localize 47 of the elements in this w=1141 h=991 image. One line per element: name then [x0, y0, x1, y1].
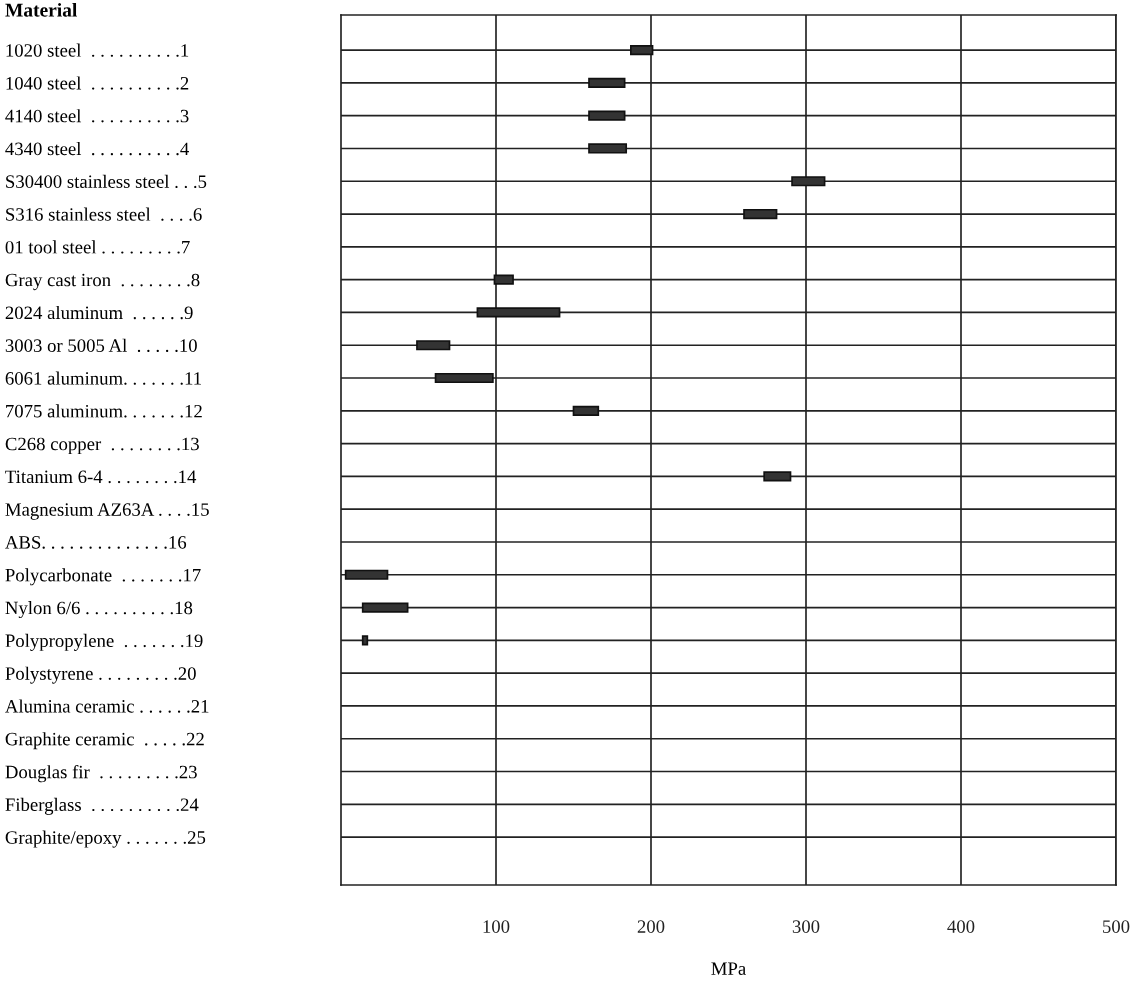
y-tick-label: ABS. . . . . . . . . . . . . .16	[5, 536, 187, 549]
bar	[344, 569, 389, 580]
y-tick-label: Titanium 6-4 . . . . . . . .14	[5, 470, 197, 484]
bar	[588, 143, 628, 154]
bar	[361, 602, 409, 613]
y-tick-label: Polypropylene . . . . . . .19	[5, 633, 203, 651]
x-tick-label: 200	[637, 920, 665, 933]
bar	[416, 340, 451, 351]
y-tick-label: Polystyrene . . . . . . . . .20	[5, 666, 196, 684]
text: Material	[5, 3, 78, 17]
x-tick-label: 300	[792, 920, 820, 933]
x-axis-title: MPa	[711, 962, 746, 975]
bar	[588, 77, 626, 88]
y-tick-label: Graphite/epoxy . . . . . . .25	[5, 830, 206, 848]
y-tick-label: 1020 steel . . . . . . . . . .1	[6, 43, 189, 57]
x-tick-label: 400	[947, 920, 975, 933]
y-tick-label: 6061 aluminum. . . . . . .11	[5, 371, 201, 385]
bar	[588, 110, 626, 121]
y-tick-label: 4140 steel . . . . . . . . . .3	[5, 109, 189, 123]
y-tick-label: Gray cast iron . . . . . . . .8	[5, 273, 200, 291]
bar	[493, 274, 514, 285]
x-tick-label: 500	[1103, 920, 1130, 933]
bar	[361, 635, 369, 646]
bar	[791, 176, 826, 187]
y-tick-label: 3003 or 5005 Al . . . . .10	[5, 338, 197, 352]
bar	[476, 307, 561, 318]
y-tick-label: 01 tool steel . . . . . . . . .7	[5, 240, 190, 254]
y-tick-label: 4340 steel . . . . . . . . . .4	[5, 141, 189, 156]
bar	[763, 471, 792, 482]
bar	[630, 44, 654, 56]
y-tick-label: Graphite ceramic . . . . .22	[5, 732, 204, 750]
y-tick-label: 1040 steel . . . . . . . . . .2	[6, 76, 189, 90]
bar	[434, 372, 494, 384]
bar	[572, 405, 600, 416]
y-tick-label: 7075 aluminum. . . . . . .12	[6, 404, 202, 418]
y-tick-label: S316 stainless steel . . . .6	[6, 207, 202, 221]
y-tick-label: Polycarbonate . . . . . . .17	[5, 568, 201, 586]
y-tick-label: C268 copper . . . . . . . .13	[5, 437, 199, 455]
y-tick-label: Fiberglass . . . . . . . . . .24	[5, 797, 199, 815]
y-tick-label: Douglas fir . . . . . . . . .23	[5, 764, 197, 783]
y-tick-label: 2024 aluminum . . . . . .9	[5, 305, 193, 320]
bar	[743, 208, 778, 220]
y-tick-label: Nylon 6/6 . . . . . . . . . .18	[5, 601, 193, 619]
x-tick-label: 100	[483, 920, 510, 933]
y-tick-label: Magnesium AZ63A . . . .15	[5, 503, 209, 520]
y-tick-label: Alumina ceramic . . . . . .21	[5, 699, 209, 713]
y-tick-label: S30400 stainless steel . . .5	[6, 174, 207, 189]
